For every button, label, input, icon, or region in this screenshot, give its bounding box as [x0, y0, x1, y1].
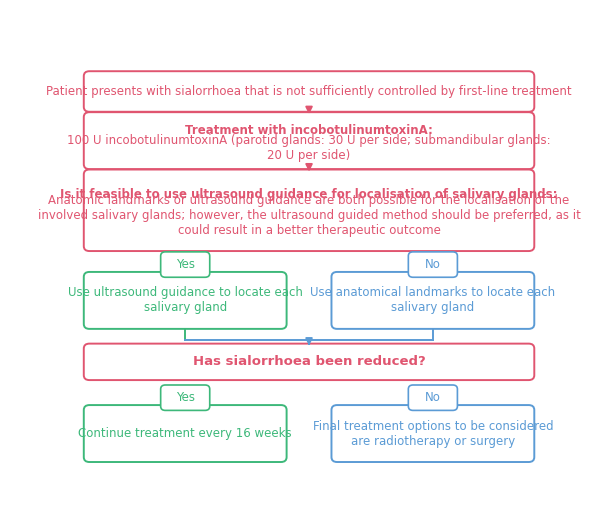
FancyBboxPatch shape — [84, 344, 534, 380]
FancyBboxPatch shape — [332, 272, 534, 329]
Text: No: No — [425, 391, 441, 404]
FancyBboxPatch shape — [332, 405, 534, 462]
Text: Use ultrasound guidance to locate each
salivary gland: Use ultrasound guidance to locate each s… — [68, 286, 303, 314]
Text: Is it feasible to use ultrasound guidance for localisation of salivary glands:: Is it feasible to use ultrasound guidanc… — [60, 188, 558, 201]
Text: Continue treatment every 16 weeks: Continue treatment every 16 weeks — [78, 427, 292, 440]
Text: Use anatomical landmarks to locate each
salivary gland: Use anatomical landmarks to locate each … — [311, 286, 555, 314]
Text: Yes: Yes — [175, 391, 195, 404]
Text: Anatomic landmarks or ultrasound guidance are both possible for the localisation: Anatomic landmarks or ultrasound guidanc… — [37, 194, 581, 237]
Text: Treatment with incobotulinumtoxinA:: Treatment with incobotulinumtoxinA: — [185, 124, 433, 137]
Text: Yes: Yes — [175, 258, 195, 271]
Text: Patient presents with sialorrhoea that is not sufficiently controlled by first-l: Patient presents with sialorrhoea that i… — [46, 85, 572, 98]
Text: No: No — [425, 258, 441, 271]
FancyBboxPatch shape — [84, 71, 534, 112]
FancyBboxPatch shape — [84, 170, 534, 251]
FancyBboxPatch shape — [160, 385, 210, 410]
Text: Has sialorrhoea been reduced?: Has sialorrhoea been reduced? — [193, 355, 425, 368]
FancyBboxPatch shape — [84, 272, 286, 329]
FancyBboxPatch shape — [160, 252, 210, 277]
FancyBboxPatch shape — [84, 112, 534, 169]
FancyBboxPatch shape — [84, 405, 286, 462]
FancyBboxPatch shape — [408, 252, 458, 277]
FancyBboxPatch shape — [408, 385, 458, 410]
Text: 100 U incobotulinumtoxinA (parotid glands: 30 U per side; submandibular glands:
: 100 U incobotulinumtoxinA (parotid gland… — [67, 134, 551, 162]
Text: Final treatment options to be considered
are radiotherapy or surgery: Final treatment options to be considered… — [312, 420, 553, 447]
